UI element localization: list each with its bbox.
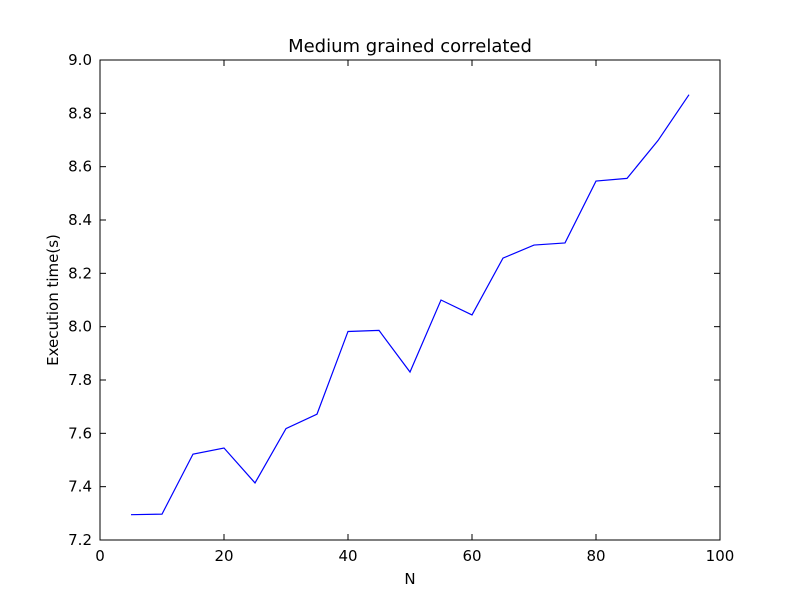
plot-frame: [99, 59, 721, 541]
y-tick-label: 7.8: [68, 371, 92, 389]
x-tick-label: 60: [462, 547, 481, 565]
x-tick-label: 80: [586, 547, 605, 565]
y-axis-label: Execution time(s): [44, 234, 62, 366]
y-tick-label: 7.2: [68, 531, 92, 549]
x-tick-label: 0: [95, 547, 105, 565]
y-tick-label: 8.2: [68, 264, 92, 282]
x-axis-label: N: [404, 570, 415, 588]
y-tick-label: 7.6: [68, 424, 92, 442]
x-tick-label: 20: [214, 547, 233, 565]
y-tick-label: 8.6: [68, 158, 92, 176]
y-tick-label: 7.4: [68, 478, 92, 496]
plot-area: [100, 60, 720, 540]
x-tick-label: 100: [706, 547, 735, 565]
y-tick-label: 8.4: [68, 211, 92, 229]
x-tick-label: 40: [338, 547, 357, 565]
y-tick-label: 8.0: [68, 318, 92, 336]
tick-labels: 0 20 40 60 80 100 7.2 7.4 7.6 7.8 8.0 8.2 8.4 8.6 8.8 9…: [68, 51, 734, 565]
y-tick-label: 9.0: [68, 51, 92, 69]
series-line: [130, 94, 690, 516]
chart-title: Medium grained correlated: [288, 36, 532, 57]
y-tick-label: 8.8: [68, 104, 92, 122]
